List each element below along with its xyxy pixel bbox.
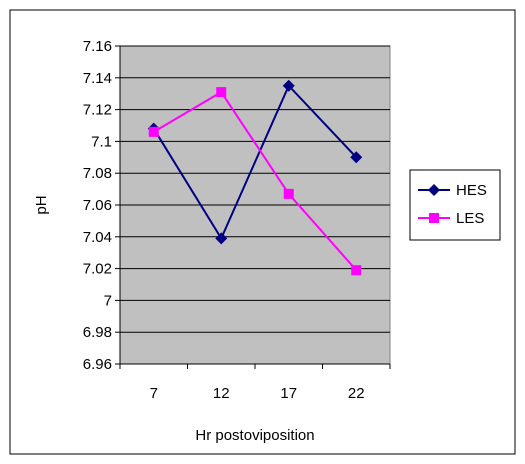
legend: HES LES [409,169,501,241]
x-tick-label: 22 [348,385,365,402]
data-point-hes [215,232,228,245]
y-tick-label: 7.1 [91,133,112,150]
legend-label: LES [456,210,484,227]
y-tick-label: 7 [104,292,112,309]
data-point-les [148,126,159,137]
y-tick-label: 6.98 [83,324,112,341]
y-tick-label: 7.12 [83,102,112,119]
series-line-hes [152,83,357,241]
y-axis-tick-labels: 7.16 7.14 7.12 7.1 7.08 7.06 7.04 7.02 7 6.98 6.96 [83,38,112,373]
y-tick-label: 7.04 [83,229,112,246]
x-tick-label: 17 [280,385,297,402]
x-tick-label: 7 [150,385,158,402]
y-tick-label: 7.02 [83,261,112,278]
gridlines [115,45,390,365]
data-point-les [216,87,227,98]
data-point-hes [282,79,295,92]
series-les [148,87,362,276]
y-axis-label: pH [33,195,50,214]
x-axis-label: Hr postoviposition [195,427,314,444]
legend-item: LES [418,210,484,227]
legend-item: HES [418,182,487,199]
y-tick-label: 7.08 [83,165,112,182]
data-point-les [283,188,294,199]
x-tick-label: 12 [213,385,230,402]
y-tick-label: 7.16 [83,38,112,55]
legend-box [409,169,501,241]
legend-marker [428,184,440,196]
x-axis-tick-labels: 7 12 17 22 [119,364,391,402]
legend-label: HES [456,182,487,199]
series-line-les [153,90,357,271]
data-point-hes [350,151,363,164]
data-point-les [351,265,362,276]
y-tick-label: 6.96 [83,356,112,373]
legend-marker [429,213,439,223]
y-tick-label: 7.14 [83,70,112,87]
y-tick-label: 7.06 [83,197,112,214]
series-layer [147,79,363,276]
